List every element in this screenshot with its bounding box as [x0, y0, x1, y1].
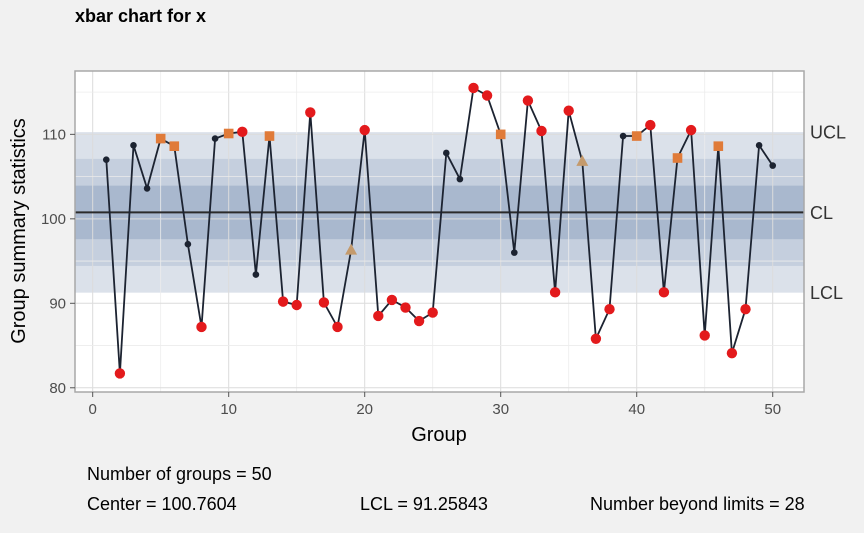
point-beyond-limits	[549, 287, 561, 298]
point-beyond-limits	[386, 294, 398, 306]
limit-label-cl: CL	[810, 203, 833, 223]
point-beyond-limits	[685, 124, 697, 136]
x-axis-label: Group	[411, 424, 467, 446]
stat-number-of-groups: Number of groups = 50	[87, 464, 272, 484]
x-axis: 0 10 20 30 40 50	[89, 392, 781, 418]
data-points	[102, 82, 777, 379]
chart-title: xbar chart for x	[75, 6, 207, 26]
xbar-chart: 0 10 20 30 40 50 80 90 100 110 UCL CL LCL Group Gr…	[8, 70, 846, 446]
y-tick-label: 80	[49, 380, 66, 397]
plot-frame	[74, 70, 805, 393]
point-beyond-limits	[604, 304, 615, 315]
point-violating-run	[631, 131, 642, 141]
point	[184, 240, 192, 248]
point-violating-run	[155, 133, 166, 144]
point	[511, 249, 518, 256]
point-beyond-limits	[373, 310, 384, 322]
point	[252, 271, 260, 278]
point-beyond-limits	[645, 119, 656, 131]
point-beyond-limits	[305, 107, 316, 118]
stat-lcl: LCL = 91.25843	[360, 494, 488, 514]
y-axis: 80 90 100 110	[41, 126, 75, 397]
point-beyond-limits	[726, 347, 738, 359]
point-beyond-limits	[522, 95, 534, 106]
point-beyond-limits	[359, 124, 370, 136]
point-beyond-limits	[481, 90, 493, 101]
point	[130, 142, 137, 149]
limit-label-ucl: UCL	[810, 123, 846, 143]
point-beyond-limits	[400, 302, 411, 313]
point-beyond-limits	[468, 82, 479, 94]
y-axis-label: Group summary statistics	[8, 118, 30, 344]
point	[755, 142, 763, 149]
stat-beyond-limits: Number beyond limits = 28	[590, 494, 805, 514]
gridlines	[75, 71, 804, 392]
point-beyond-limits	[277, 296, 289, 307]
x-tick-label: 0	[89, 401, 97, 418]
x-tick-label: 10	[220, 401, 237, 418]
point-beyond-limits	[291, 299, 302, 311]
x-tick-label: 40	[628, 401, 645, 418]
point-beyond-limits	[114, 368, 126, 379]
point-beyond-limits	[237, 126, 248, 138]
y-tick-label: 110	[42, 126, 66, 143]
point-violating-run	[495, 129, 506, 140]
x-tick-label: 30	[492, 401, 509, 418]
point	[143, 185, 151, 192]
point-violating-run	[713, 141, 724, 151]
point	[619, 132, 627, 140]
y-tick-label: 90	[49, 295, 66, 312]
stat-center: Center = 100.7604	[87, 494, 237, 514]
point-violating-run	[169, 141, 180, 151]
point-violating-run	[223, 128, 234, 139]
point-beyond-limits	[427, 307, 438, 318]
limit-labels: UCL CL LCL	[810, 123, 846, 304]
x-tick-label: 50	[764, 401, 781, 418]
point	[102, 156, 110, 163]
point-beyond-limits	[413, 315, 425, 327]
point-zone-rule	[345, 243, 358, 255]
limit-label-lcl: LCL	[810, 283, 843, 303]
point-beyond-limits	[740, 304, 751, 315]
point	[443, 149, 450, 157]
y-tick-label: 100	[41, 211, 66, 228]
point-beyond-limits	[699, 330, 710, 341]
point-violating-run	[672, 153, 683, 163]
point-beyond-limits	[658, 287, 670, 298]
point-beyond-limits	[196, 321, 207, 333]
point-beyond-limits	[318, 297, 330, 308]
x-tick-label: 20	[356, 401, 373, 418]
point-beyond-limits	[563, 105, 574, 116]
point-zone-rule	[576, 154, 589, 166]
point-beyond-limits	[590, 333, 602, 344]
point-beyond-limits	[536, 125, 547, 137]
point	[211, 135, 219, 142]
point	[769, 162, 777, 169]
point-beyond-limits	[332, 321, 343, 333]
point-violating-run	[264, 131, 275, 141]
point	[456, 175, 464, 183]
